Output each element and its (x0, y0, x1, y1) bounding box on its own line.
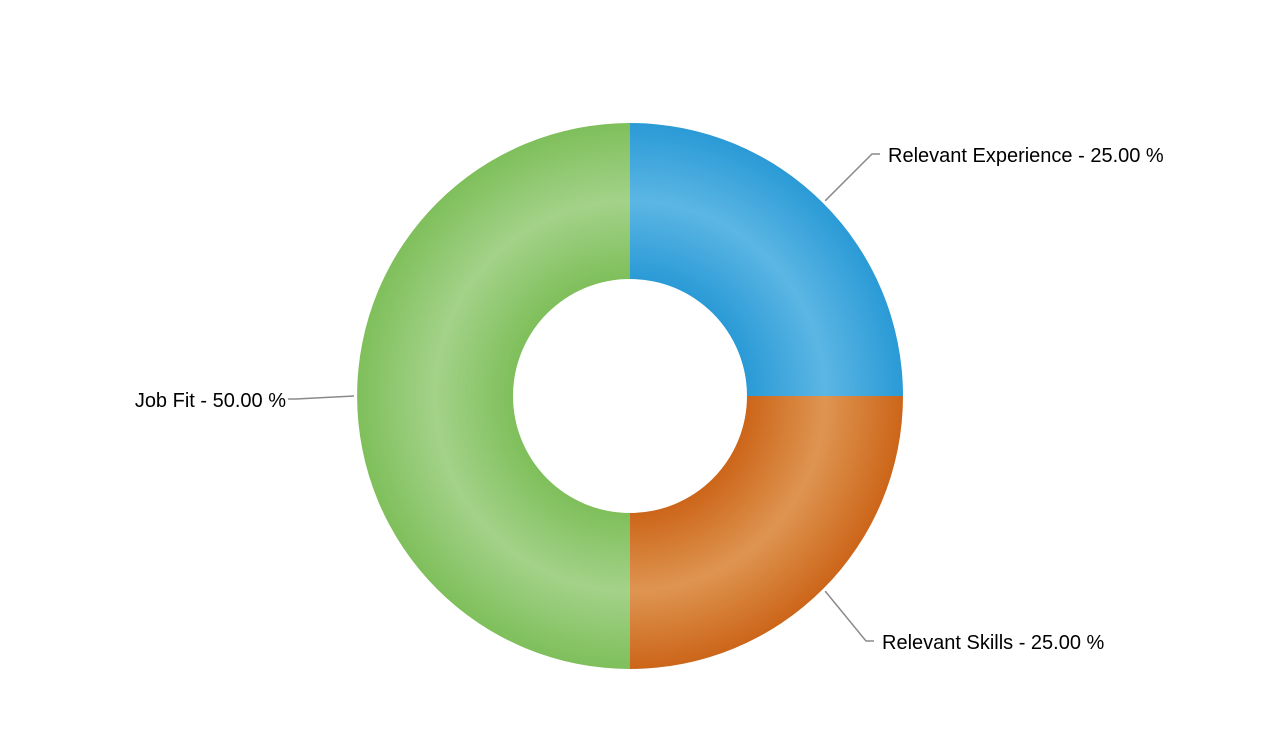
slice-job-fit[interactable] (357, 123, 630, 669)
leader-line-job-fit (288, 395, 355, 400)
label-relevant-skills: Relevant Skills - 25.00 % (882, 632, 1105, 654)
slice-relevant-skills[interactable] (630, 396, 903, 669)
slice-relevant-experience[interactable] (630, 123, 903, 396)
leader-line-relevant-skills (824, 590, 874, 642)
label-job-fit: Job Fit - 50.00 % (135, 390, 286, 412)
leader-line-relevant-experience (824, 153, 880, 202)
label-relevant-experience: Relevant Experience - 25.00 % (888, 145, 1164, 167)
